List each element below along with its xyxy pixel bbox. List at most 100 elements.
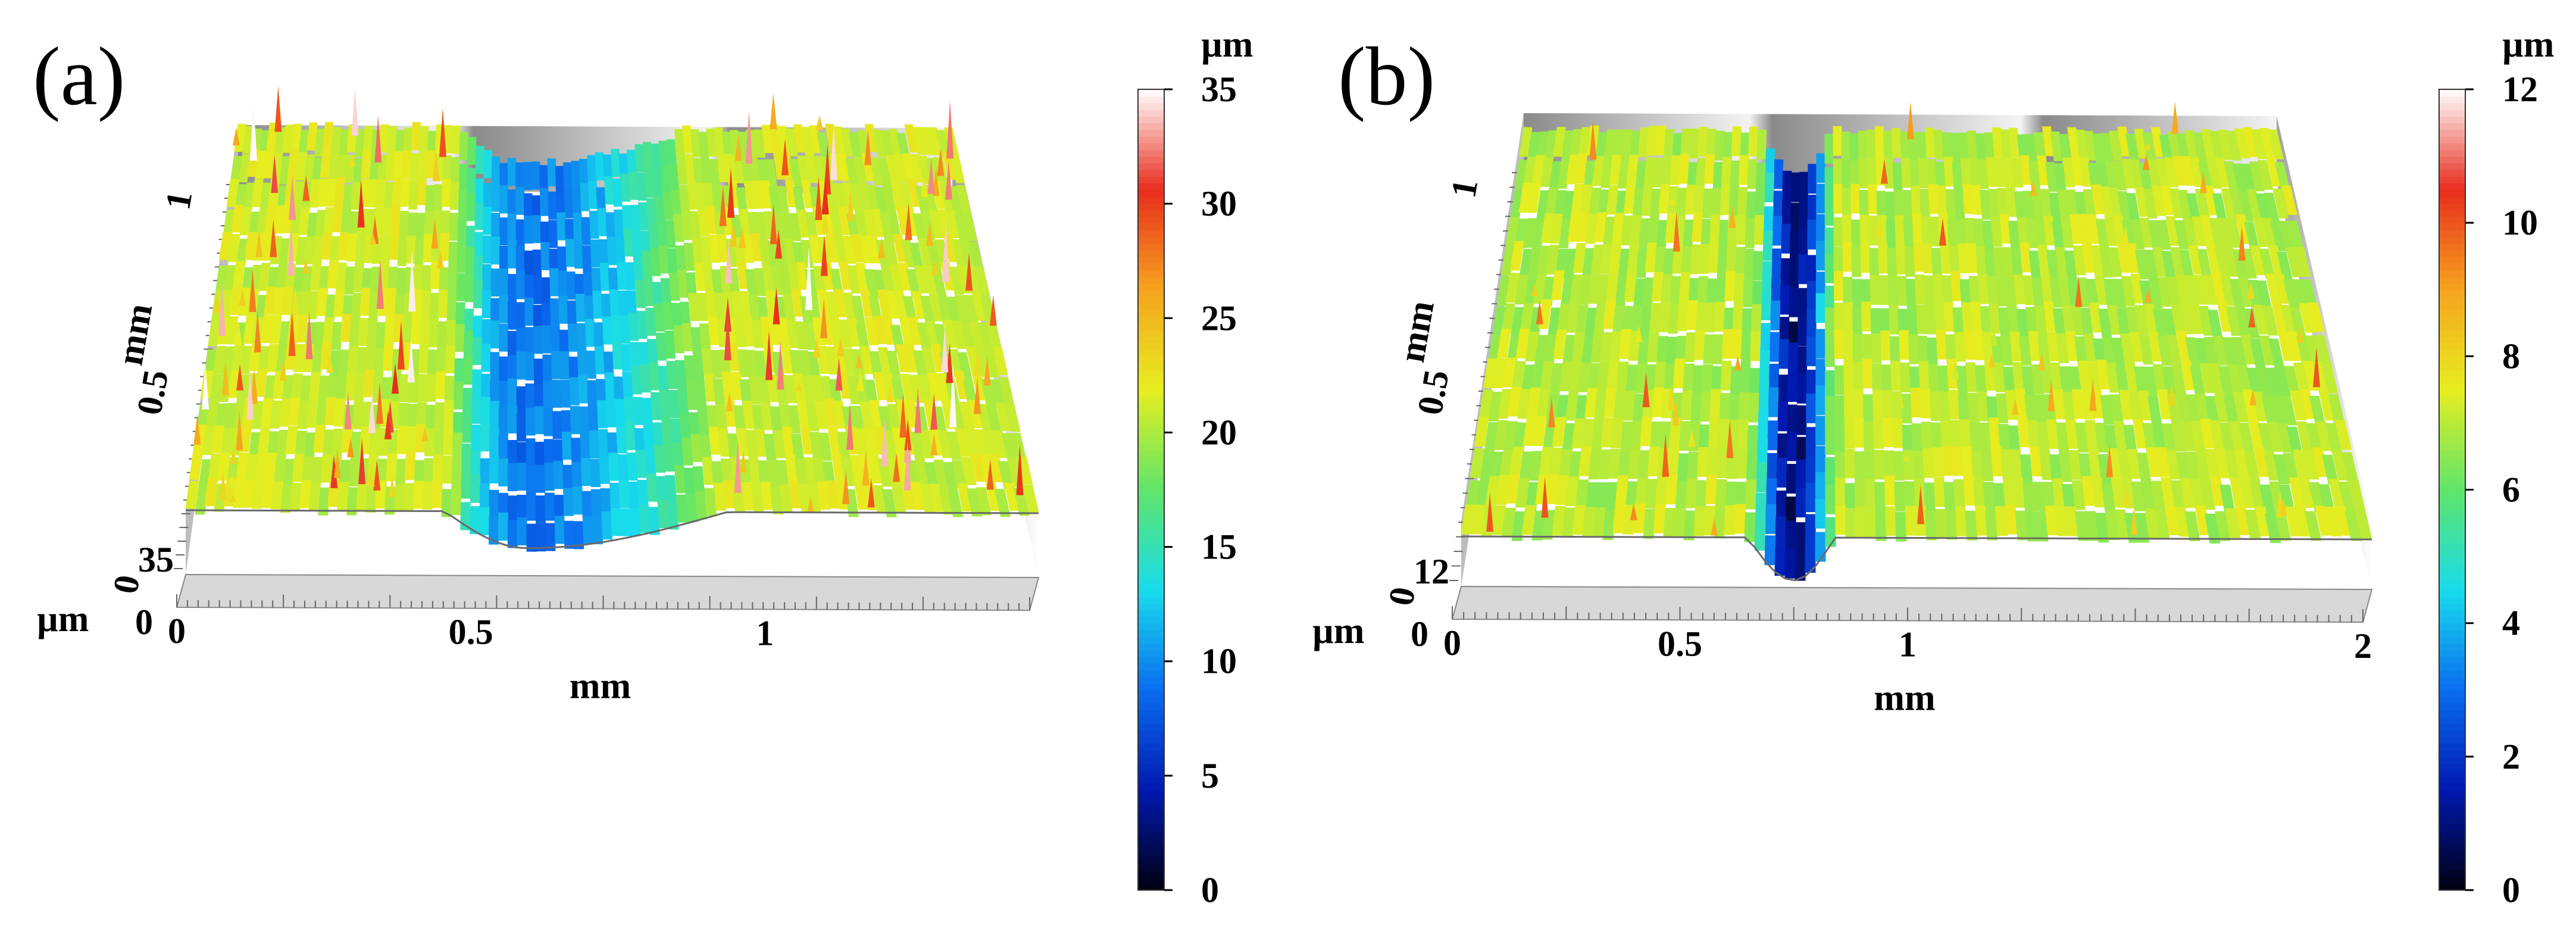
surface-cell bbox=[1975, 505, 1988, 536]
surface-cell bbox=[515, 186, 525, 215]
surface-cell bbox=[1851, 247, 1862, 277]
surface-cell bbox=[664, 330, 676, 359]
colorbar-segment bbox=[1138, 770, 1164, 778]
surface-cell bbox=[1790, 202, 1800, 233]
surface-cell bbox=[1712, 334, 1724, 364]
colorbar-segment bbox=[2439, 689, 2465, 697]
surface-cell bbox=[451, 126, 461, 154]
surface-cell bbox=[261, 315, 273, 344]
colorbar-segment bbox=[2439, 102, 2465, 110]
surface-cell bbox=[211, 425, 225, 454]
surface-cell bbox=[1709, 389, 1721, 419]
surface-spike bbox=[302, 175, 310, 201]
colorbar-segment bbox=[2439, 142, 2465, 150]
colorbar-segment bbox=[1138, 116, 1164, 124]
surface-cell bbox=[1667, 447, 1680, 477]
surface-cell bbox=[904, 124, 919, 152]
surface-spike bbox=[820, 235, 828, 276]
surface-cell bbox=[1953, 479, 1966, 509]
surface-cell bbox=[2052, 389, 2067, 419]
surface-cell bbox=[742, 482, 755, 511]
surface-spike bbox=[1896, 388, 1904, 408]
surface-cell bbox=[1845, 508, 1856, 538]
surface-cell bbox=[543, 439, 554, 467]
surface-cell bbox=[1600, 417, 1614, 448]
colorbar-segment bbox=[1138, 416, 1164, 424]
surface-cell bbox=[386, 288, 397, 316]
surface-cell bbox=[579, 158, 589, 187]
surface-spike bbox=[1548, 397, 1555, 427]
z-axis-unit: µm bbox=[37, 599, 89, 639]
surface-spike bbox=[230, 448, 237, 464]
surface-cell bbox=[1764, 535, 1776, 566]
surface-spike bbox=[1531, 284, 1539, 296]
surface-cell bbox=[1697, 276, 1709, 306]
colorbar-segment bbox=[2439, 349, 2465, 357]
surface-cell bbox=[1891, 127, 1902, 158]
surface-cell bbox=[971, 372, 987, 401]
colorbar-segment bbox=[2439, 730, 2465, 738]
surface-cell bbox=[2234, 448, 2250, 479]
surface-spike bbox=[1661, 482, 1668, 488]
surface-spike bbox=[1672, 397, 1680, 426]
surface-cell bbox=[2034, 511, 2049, 542]
surface-cell bbox=[2169, 188, 2184, 219]
surface-cell bbox=[2025, 218, 2039, 248]
surface-cell bbox=[2215, 511, 2231, 541]
colorbar-segment bbox=[1138, 636, 1164, 644]
surface-cell bbox=[687, 182, 699, 210]
surface-cell bbox=[1902, 190, 1913, 220]
surface-spike bbox=[770, 92, 777, 130]
surface-cell bbox=[499, 185, 508, 214]
surface-cell bbox=[1853, 361, 1864, 392]
colorbar-segment bbox=[2439, 402, 2465, 410]
surface-spike bbox=[2123, 486, 2131, 507]
surface-spike bbox=[941, 327, 949, 373]
surface-cell bbox=[667, 501, 679, 530]
surface-cell bbox=[847, 319, 861, 347]
surface-cell bbox=[533, 358, 544, 387]
surface-spike bbox=[1728, 205, 1736, 228]
surface-cell bbox=[306, 122, 318, 151]
surface-cell bbox=[1525, 332, 1539, 362]
colorbar-segment bbox=[2439, 356, 2465, 364]
surface-spike bbox=[965, 252, 973, 291]
surface-spike bbox=[1662, 433, 1670, 477]
surface-spike bbox=[727, 167, 735, 218]
surface-cell bbox=[2233, 392, 2249, 423]
surface-spike bbox=[881, 418, 889, 467]
surface-cell bbox=[571, 161, 581, 189]
colorbar-segment bbox=[2439, 316, 2465, 324]
surface-cell bbox=[1533, 416, 1547, 447]
surface-cell bbox=[2299, 478, 2316, 508]
surface-cell bbox=[483, 150, 493, 179]
surface-cell bbox=[1945, 189, 1957, 219]
surface-cell bbox=[1693, 330, 1706, 360]
colorbar-segment bbox=[1138, 576, 1164, 584]
surface-spike bbox=[2171, 101, 2179, 134]
x-tick-label: 2 bbox=[2354, 626, 2372, 666]
surface-spike bbox=[236, 411, 243, 451]
surface-cell bbox=[2225, 306, 2242, 336]
surface-cell bbox=[1874, 482, 1886, 512]
surface-spike bbox=[1486, 493, 1494, 532]
surface-cell bbox=[1903, 219, 1914, 249]
surface-cell bbox=[499, 356, 508, 385]
colorbar-segment bbox=[1138, 550, 1164, 557]
surface-cell bbox=[1833, 271, 1844, 301]
surface-spike bbox=[2106, 445, 2114, 477]
surface-spike bbox=[357, 179, 365, 228]
surface-cell bbox=[2017, 417, 2031, 448]
colorbar-segment bbox=[2439, 242, 2465, 250]
surface-cell bbox=[1743, 277, 1754, 307]
surface-cell bbox=[1880, 330, 1892, 361]
surface-cell bbox=[2315, 421, 2333, 451]
surface-cell bbox=[1965, 510, 1978, 541]
surface-cell bbox=[482, 235, 492, 264]
surface-spike bbox=[887, 382, 895, 402]
surface-spike bbox=[904, 419, 912, 451]
surface-cell bbox=[599, 455, 610, 484]
surface-cell bbox=[516, 351, 526, 380]
colorbar-segment bbox=[1138, 269, 1164, 277]
surface-cell bbox=[1545, 474, 1559, 504]
